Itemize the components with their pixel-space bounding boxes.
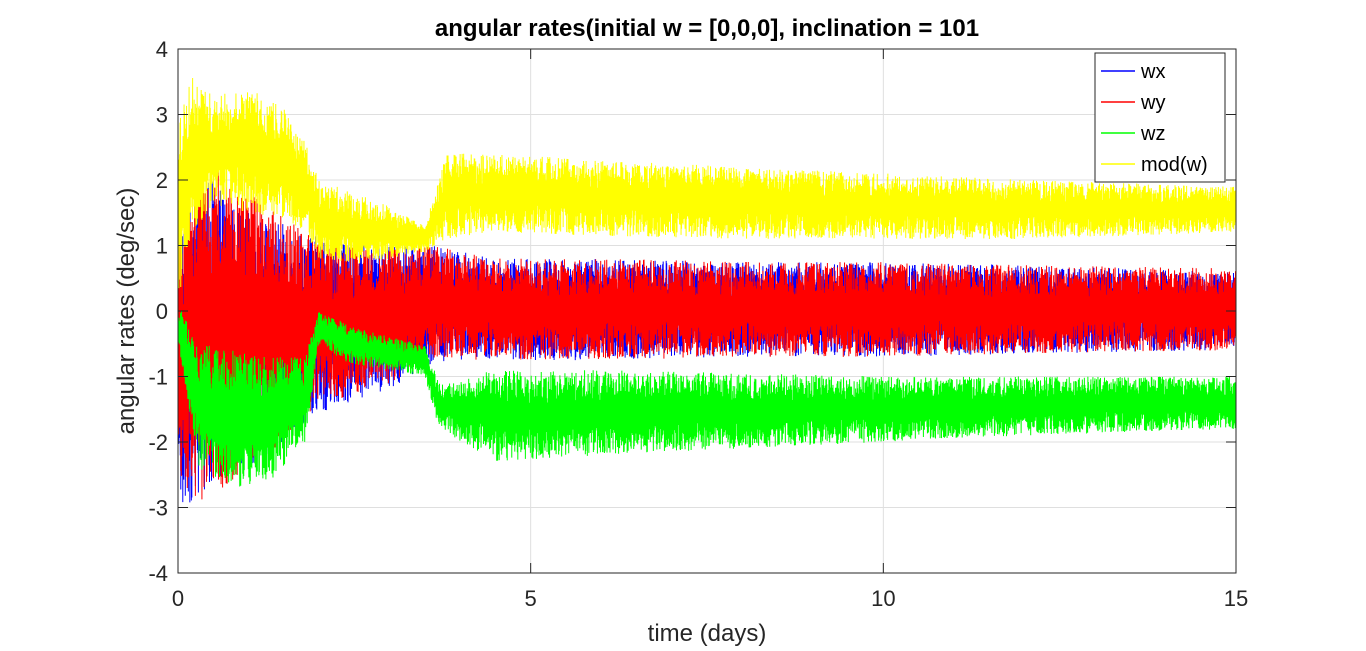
legend-label: wx (1140, 61, 1165, 83)
x-axis-label: time (days) (648, 620, 767, 647)
x-tick-label: 0 (172, 586, 184, 611)
series-line-wy (178, 168, 1236, 500)
y-tick-label: -4 (148, 561, 168, 586)
x-tick-label: 5 (525, 586, 537, 611)
chart-title: angular rates(initial w = [0,0,0], incli… (435, 15, 979, 42)
legend-label: wz (1140, 123, 1165, 145)
y-axis-label: angular rates (deg/sec) (113, 188, 140, 435)
y-tick-label: 1 (156, 234, 168, 259)
y-tick-label: 3 (156, 103, 168, 128)
y-tick-label: 2 (156, 168, 168, 193)
legend: wx wy wz mod(w) (1094, 52, 1226, 183)
x-tick-label: 10 (871, 586, 895, 611)
y-tick-label: 0 (156, 299, 168, 324)
y-tick-label: -1 (148, 365, 168, 390)
series-line-modw (178, 78, 1236, 289)
ticks: 0 5 10 15 -4 -3 -2 -1 0 1 2 3 4 (148, 37, 1248, 611)
y-tick-label: -2 (148, 430, 168, 455)
y-tick-label: -3 (148, 496, 168, 521)
legend-label: mod(w) (1141, 154, 1208, 176)
legend-box (1094, 52, 1226, 183)
x-tick-label: 15 (1224, 586, 1248, 611)
series-layer (178, 78, 1236, 503)
y-tick-label: 4 (156, 37, 168, 62)
series-line-wz (178, 306, 1236, 487)
legend-label: wy (1140, 92, 1165, 114)
